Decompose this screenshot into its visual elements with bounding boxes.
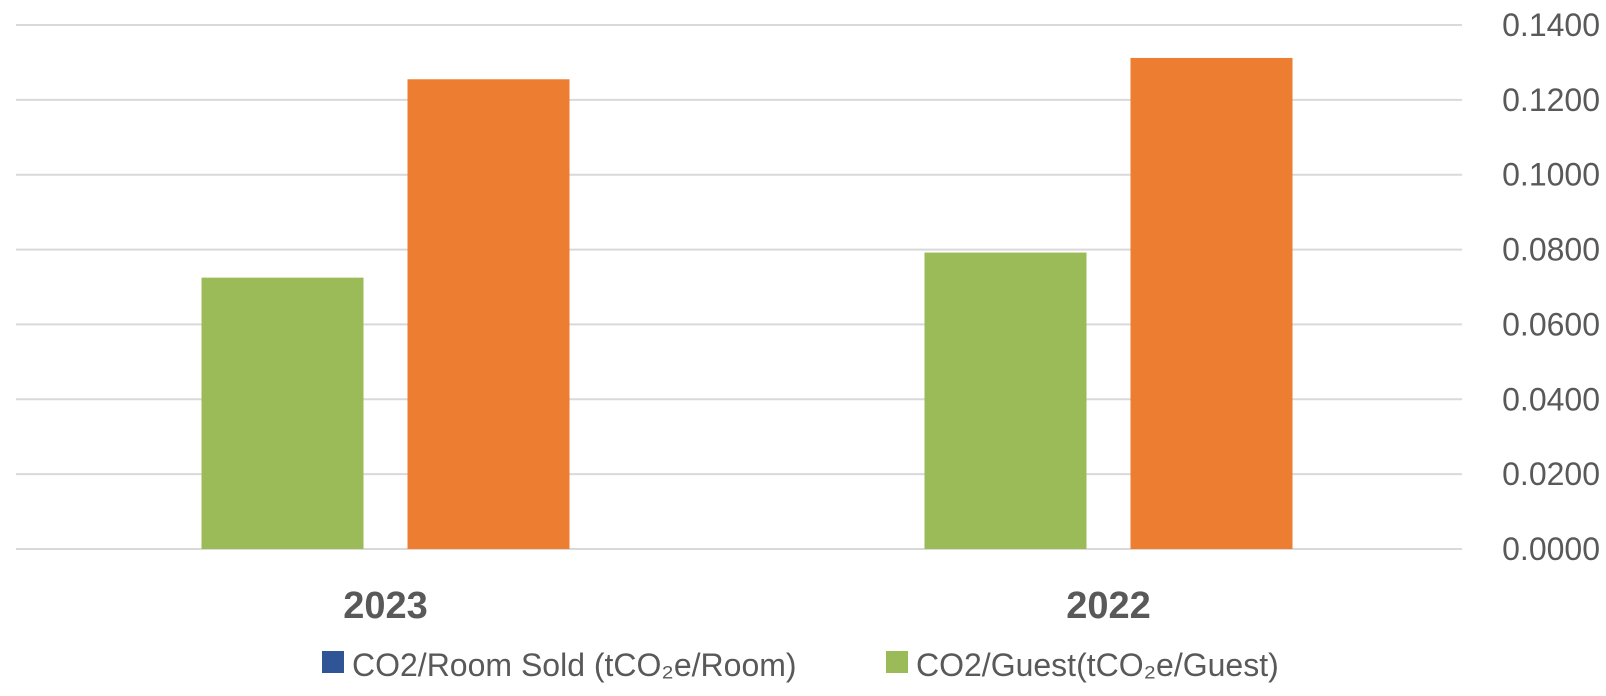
legend-label: CO2/Guest(tCO₂e/Guest) bbox=[916, 647, 1279, 683]
legend-label: CO2/Room Sold (tCO₂e/Room) bbox=[352, 647, 797, 683]
bar-2022-series-1 bbox=[924, 252, 1087, 549]
legend-swatch bbox=[886, 651, 908, 673]
legend: CO2/Room Sold (tCO₂e/Room) CO2/Guest(tCO₂… bbox=[322, 647, 1279, 683]
x-tick-label: 2023 bbox=[343, 585, 428, 627]
bar-2023-series-1 bbox=[201, 277, 364, 549]
y-tick-label: 0.1000 bbox=[1502, 157, 1600, 193]
y-tick-label: 0.0000 bbox=[1502, 531, 1600, 567]
y-tick-label: 0.0800 bbox=[1502, 232, 1600, 268]
y-tick-label: 0.0600 bbox=[1502, 306, 1600, 342]
legend-swatch bbox=[322, 651, 344, 673]
y-tick-label: 0.0400 bbox=[1502, 381, 1600, 417]
y-tick-label: 0.0200 bbox=[1502, 456, 1600, 492]
y-tick-label: 0.1400 bbox=[1502, 7, 1600, 43]
bar-2023-series-2 bbox=[407, 79, 570, 550]
y-tick-label: 0.1200 bbox=[1502, 82, 1600, 118]
y-axis-ticks: 0.0000 0.0200 0.0400 0.0600 0.0800 0.1000 0.12… bbox=[1502, 7, 1600, 567]
x-tick-label: 2022 bbox=[1066, 585, 1151, 627]
x-axis-ticks: 2023 2022 bbox=[343, 585, 1151, 627]
bar-2022-series-2 bbox=[1130, 57, 1293, 550]
bars bbox=[201, 57, 1293, 550]
